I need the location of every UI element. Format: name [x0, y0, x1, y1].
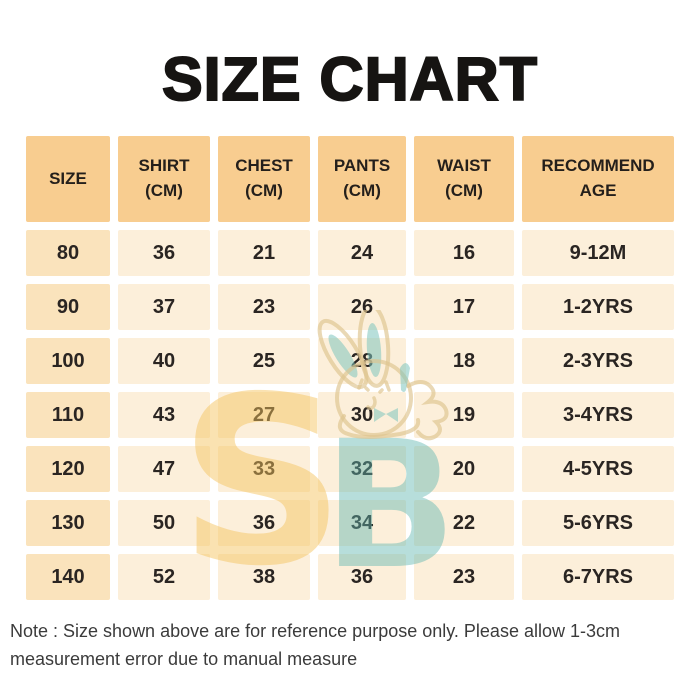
cell-pants: 30 — [318, 392, 406, 438]
cell-age: 9-12M — [522, 230, 674, 276]
cell-size: 140 — [26, 554, 110, 600]
cell-shirt: 52 — [118, 554, 210, 600]
cell-size: 100 — [26, 338, 110, 384]
cell-age: 5-6YRS — [522, 500, 674, 546]
cell-age: 4-5YRS — [522, 446, 674, 492]
column-header-waist: WAIST (CM) — [414, 136, 514, 222]
cell-pants: 24 — [318, 230, 406, 276]
cell-size: 130 — [26, 500, 110, 546]
cell-chest: 38 — [218, 554, 310, 600]
cell-age: 3-4YRS — [522, 392, 674, 438]
cell-pants: 34 — [318, 500, 406, 546]
table-row: 90 37 23 26 17 1-2YRS — [26, 284, 674, 330]
cell-shirt: 40 — [118, 338, 210, 384]
table-row: 100 40 25 28 18 2-3YRS — [26, 338, 674, 384]
column-header-shirt: SHIRT (CM) — [118, 136, 210, 222]
column-header-pants: PANTS (CM) — [318, 136, 406, 222]
cell-chest: 21 — [218, 230, 310, 276]
table-row: 110 43 27 30 19 3-4YRS — [26, 392, 674, 438]
cell-shirt: 43 — [118, 392, 210, 438]
column-header-recommend-age: RECOMMEND AGE — [522, 136, 674, 222]
cell-age: 6-7YRS — [522, 554, 674, 600]
note-text: Note : Size shown above are for referenc… — [10, 621, 620, 669]
cell-pants: 36 — [318, 554, 406, 600]
cell-shirt: 37 — [118, 284, 210, 330]
cell-chest: 33 — [218, 446, 310, 492]
cell-size: 120 — [26, 446, 110, 492]
cell-pants: 32 — [318, 446, 406, 492]
cell-shirt: 47 — [118, 446, 210, 492]
size-chart-table: SIZE SHIRT (CM) CHEST (CM) PANTS (CM) WA… — [18, 128, 682, 608]
cell-waist: 19 — [414, 392, 514, 438]
cell-size: 110 — [26, 392, 110, 438]
cell-waist: 23 — [414, 554, 514, 600]
cell-age: 2-3YRS — [522, 338, 674, 384]
header-row: SIZE SHIRT (CM) CHEST (CM) PANTS (CM) WA… — [26, 136, 674, 222]
cell-waist: 16 — [414, 230, 514, 276]
table-row: 130 50 36 34 22 5-6YRS — [26, 500, 674, 546]
cell-waist: 17 — [414, 284, 514, 330]
cell-pants: 28 — [318, 338, 406, 384]
cell-age: 1-2YRS — [522, 284, 674, 330]
cell-shirt: 36 — [118, 230, 210, 276]
cell-chest: 23 — [218, 284, 310, 330]
cell-chest: 36 — [218, 500, 310, 546]
cell-size: 90 — [26, 284, 110, 330]
cell-pants: 26 — [318, 284, 406, 330]
cell-shirt: 50 — [118, 500, 210, 546]
table-row: 120 47 33 32 20 4-5YRS — [26, 446, 674, 492]
cell-waist: 22 — [414, 500, 514, 546]
cell-chest: 25 — [218, 338, 310, 384]
cell-size: 80 — [26, 230, 110, 276]
page-title: SIZE CHART — [161, 44, 538, 114]
column-header-chest: CHEST (CM) — [218, 136, 310, 222]
column-header-size: SIZE — [26, 136, 110, 222]
cell-chest: 27 — [218, 392, 310, 438]
cell-waist: 20 — [414, 446, 514, 492]
table-row: 140 52 38 36 23 6-7YRS — [26, 554, 674, 600]
cell-waist: 18 — [414, 338, 514, 384]
table-row: 80 36 21 24 16 9-12M — [26, 230, 674, 276]
